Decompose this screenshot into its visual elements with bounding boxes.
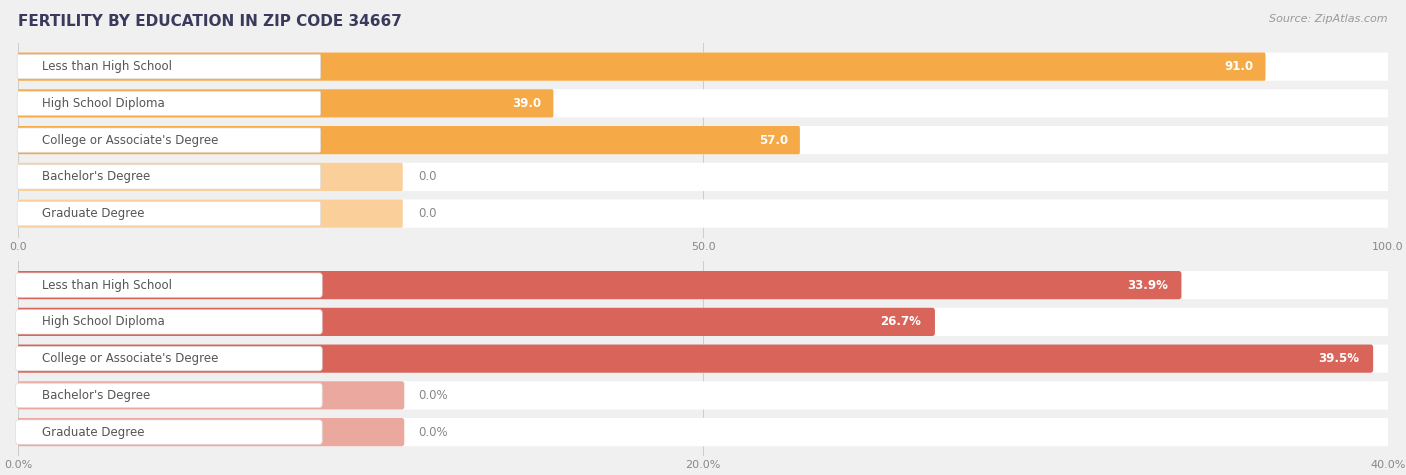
Text: 0.0%: 0.0% (418, 426, 447, 438)
FancyBboxPatch shape (17, 201, 321, 226)
Text: 0.0: 0.0 (418, 171, 437, 183)
FancyBboxPatch shape (15, 308, 1391, 336)
Text: College or Associate's Degree: College or Associate's Degree (42, 133, 219, 147)
FancyBboxPatch shape (17, 89, 554, 117)
Text: 57.0: 57.0 (759, 133, 787, 147)
Text: Graduate Degree: Graduate Degree (42, 207, 145, 220)
Text: 91.0: 91.0 (1225, 60, 1254, 73)
FancyBboxPatch shape (15, 310, 322, 334)
Text: FERTILITY BY EDUCATION IN ZIP CODE 34667: FERTILITY BY EDUCATION IN ZIP CODE 34667 (18, 14, 402, 29)
Text: 26.7%: 26.7% (880, 315, 921, 328)
Text: 0.0%: 0.0% (418, 389, 447, 402)
FancyBboxPatch shape (17, 89, 1389, 117)
FancyBboxPatch shape (15, 383, 322, 408)
Text: Bachelor's Degree: Bachelor's Degree (42, 171, 150, 183)
FancyBboxPatch shape (17, 55, 321, 79)
FancyBboxPatch shape (17, 163, 1389, 191)
Text: High School Diploma: High School Diploma (42, 315, 165, 328)
FancyBboxPatch shape (17, 165, 321, 189)
FancyBboxPatch shape (15, 346, 322, 371)
FancyBboxPatch shape (15, 308, 935, 336)
FancyBboxPatch shape (15, 381, 405, 409)
FancyBboxPatch shape (15, 271, 1391, 299)
FancyBboxPatch shape (17, 53, 1265, 81)
FancyBboxPatch shape (17, 91, 321, 115)
FancyBboxPatch shape (17, 126, 800, 154)
Text: Source: ZipAtlas.com: Source: ZipAtlas.com (1270, 14, 1388, 24)
Text: Less than High School: Less than High School (42, 60, 173, 73)
FancyBboxPatch shape (15, 271, 1181, 299)
FancyBboxPatch shape (15, 420, 322, 444)
Text: Less than High School: Less than High School (42, 279, 173, 292)
FancyBboxPatch shape (15, 418, 1391, 446)
FancyBboxPatch shape (17, 53, 1389, 81)
FancyBboxPatch shape (15, 273, 322, 297)
FancyBboxPatch shape (17, 200, 402, 228)
Text: Graduate Degree: Graduate Degree (42, 426, 145, 438)
Text: Bachelor's Degree: Bachelor's Degree (42, 389, 150, 402)
Text: 33.9%: 33.9% (1128, 279, 1168, 292)
FancyBboxPatch shape (15, 381, 1391, 409)
Text: High School Diploma: High School Diploma (42, 97, 165, 110)
FancyBboxPatch shape (17, 163, 402, 191)
FancyBboxPatch shape (15, 344, 1374, 373)
FancyBboxPatch shape (17, 128, 321, 152)
Text: 39.5%: 39.5% (1319, 352, 1360, 365)
Text: 39.0: 39.0 (512, 97, 541, 110)
FancyBboxPatch shape (15, 344, 1391, 373)
FancyBboxPatch shape (15, 418, 405, 446)
Text: 0.0: 0.0 (418, 207, 437, 220)
FancyBboxPatch shape (17, 126, 1389, 154)
FancyBboxPatch shape (17, 200, 1389, 228)
Text: College or Associate's Degree: College or Associate's Degree (42, 352, 219, 365)
